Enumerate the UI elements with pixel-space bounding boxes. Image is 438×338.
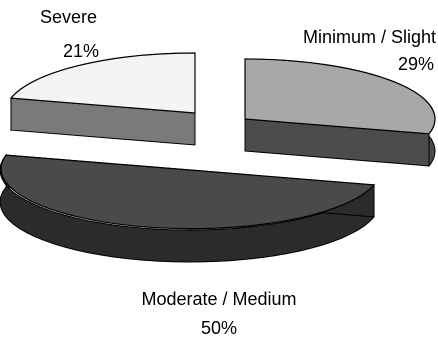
label-minimum-value: 29% [397,54,434,74]
slice-top-severe [9,52,196,114]
label-moderate-value: 50% [200,318,238,338]
label-moderate-name: Moderate / Medium [141,289,297,309]
slice-top-minimum [244,58,436,135]
label-severe-name: Severe [40,7,98,27]
label-severe-value: 21% [63,41,100,61]
label-minimum-name: Minimum / Slight [302,27,436,47]
slice-top-moderate [0,154,376,230]
